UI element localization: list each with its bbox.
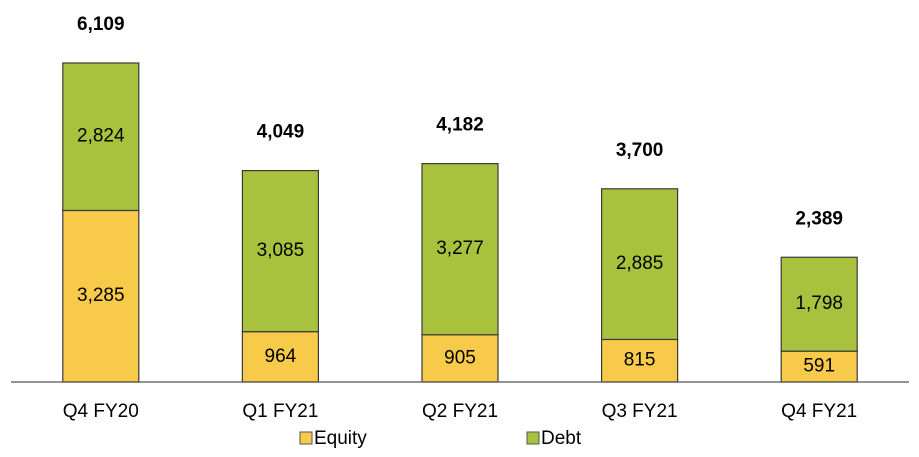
legend-swatch bbox=[299, 431, 313, 445]
bar-segment bbox=[62, 62, 140, 212]
bar-segment bbox=[600, 188, 679, 341]
legend-label: Equity bbox=[314, 428, 367, 449]
x-tick-label: Q4 FY21 bbox=[781, 401, 857, 422]
data-label: 3,085 bbox=[257, 240, 305, 261]
data-label: 3,277 bbox=[436, 238, 484, 259]
data-label: 3,285 bbox=[77, 285, 125, 306]
data-label: 905 bbox=[444, 347, 476, 368]
data-label: 591 bbox=[803, 356, 835, 377]
legend-swatch bbox=[526, 431, 540, 445]
x-tick-label: Q2 FY21 bbox=[422, 401, 498, 422]
total-label: 4,182 bbox=[436, 115, 484, 136]
data-label: 964 bbox=[265, 346, 297, 367]
x-tick-label: Q4 FY20 bbox=[63, 401, 139, 422]
bar-segment bbox=[780, 256, 858, 352]
data-label: 815 bbox=[624, 350, 656, 371]
total-label: 3,700 bbox=[616, 140, 664, 161]
total-label: 2,389 bbox=[795, 208, 843, 229]
data-label: 1,798 bbox=[795, 293, 843, 314]
total-label: 6,109 bbox=[77, 14, 125, 35]
x-tick-label: Q1 FY21 bbox=[242, 401, 318, 422]
legend-label: Debt bbox=[541, 428, 582, 449]
total-label: 4,049 bbox=[257, 122, 305, 143]
bar-segment bbox=[62, 209, 140, 383]
data-label: 2,824 bbox=[77, 126, 125, 147]
bar-segment bbox=[421, 163, 499, 336]
x-tick-label: Q3 FY21 bbox=[602, 401, 678, 422]
data-label: 2,885 bbox=[616, 253, 664, 274]
bar-segment bbox=[241, 169, 319, 333]
